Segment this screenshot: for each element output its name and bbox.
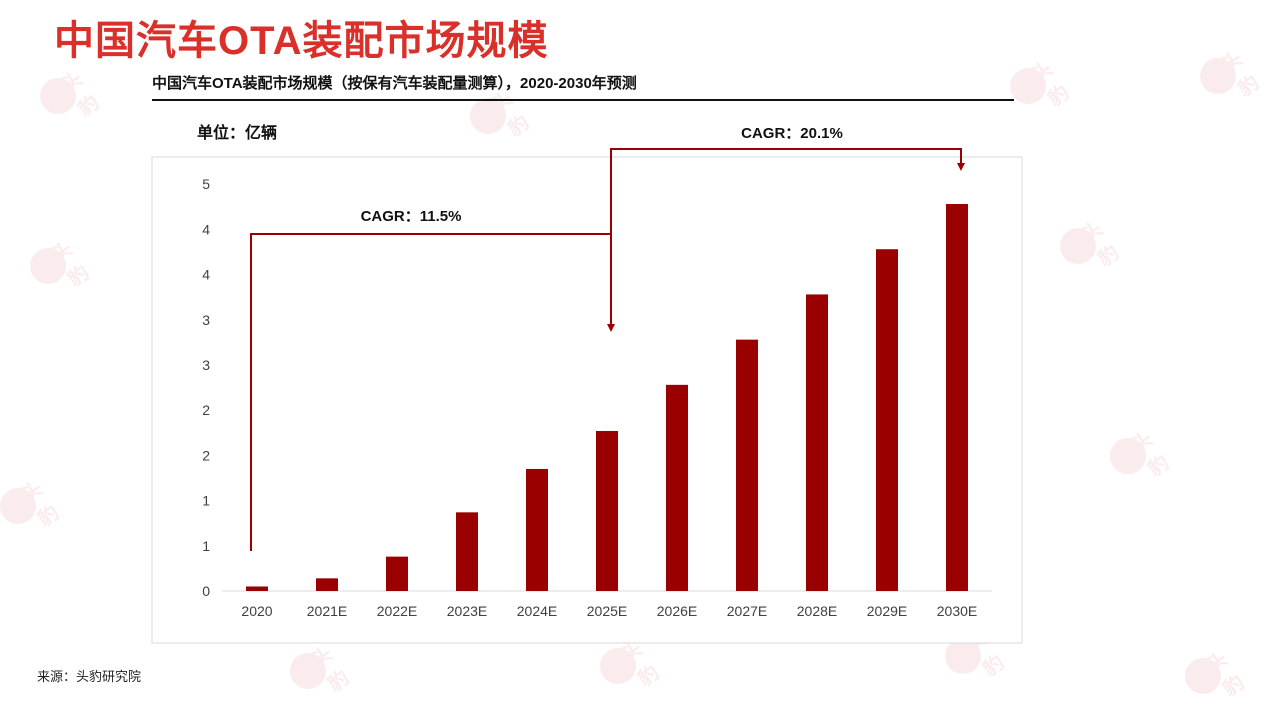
- bar-2027E: [736, 339, 758, 591]
- bar-2029E: [876, 249, 898, 591]
- x-tick-label: 2029E: [867, 603, 907, 619]
- bar-2030E: [946, 204, 968, 591]
- cagr-arrow-2: [610, 148, 965, 234]
- x-tick-label: 2027E: [727, 603, 767, 619]
- cagr-label-1: CAGR：11.5%: [361, 208, 462, 225]
- x-tick-label: 2021E: [307, 603, 347, 619]
- page-title: 中国汽车OTA装配市场规模: [54, 19, 549, 63]
- cagr-arrow-1: [250, 233, 615, 551]
- bar-2025E: [596, 430, 618, 591]
- x-tick-label: 2024E: [517, 603, 557, 619]
- y-tick-label: 2: [202, 402, 210, 418]
- bar-2021E: [316, 578, 338, 591]
- x-tick-label: 2028E: [797, 603, 837, 619]
- bar-2024E: [526, 468, 548, 591]
- y-tick-label: 1: [202, 493, 210, 509]
- cagr-label-2: CAGR：20.1%: [741, 125, 843, 142]
- x-tick-label: 2026E: [657, 603, 697, 619]
- bar-2028E: [806, 294, 828, 591]
- y-tick-label: 4: [202, 267, 210, 283]
- y-tick-label: 1: [202, 538, 210, 554]
- x-tick-label: 2023E: [447, 603, 487, 619]
- y-tick-label: 5: [202, 176, 210, 192]
- chart-title: 中国汽车OTA装配市场规模（按保有汽车装配量测算），2020-2030年预测: [152, 75, 637, 92]
- title-divider: [152, 99, 1014, 101]
- y-tick-label: 4: [202, 221, 210, 237]
- y-tick-label: 0: [202, 583, 210, 599]
- x-tick-label: 2022E: [377, 603, 417, 619]
- y-tick-label: 3: [202, 357, 210, 373]
- bar-2023E: [456, 512, 478, 591]
- y-tick-label: 3: [202, 312, 210, 328]
- bar-2020: [246, 586, 268, 591]
- x-tick-label: 2025E: [587, 603, 627, 619]
- x-tick-label: 2020: [241, 603, 272, 619]
- bar-2026E: [666, 384, 688, 591]
- source-note: 来源：头豹研究院: [37, 669, 142, 684]
- x-tick-label: 2030E: [937, 603, 977, 619]
- bar-2022E: [386, 556, 408, 591]
- unit-label: 单位：亿辆: [197, 125, 278, 142]
- y-tick-label: 2: [202, 447, 210, 463]
